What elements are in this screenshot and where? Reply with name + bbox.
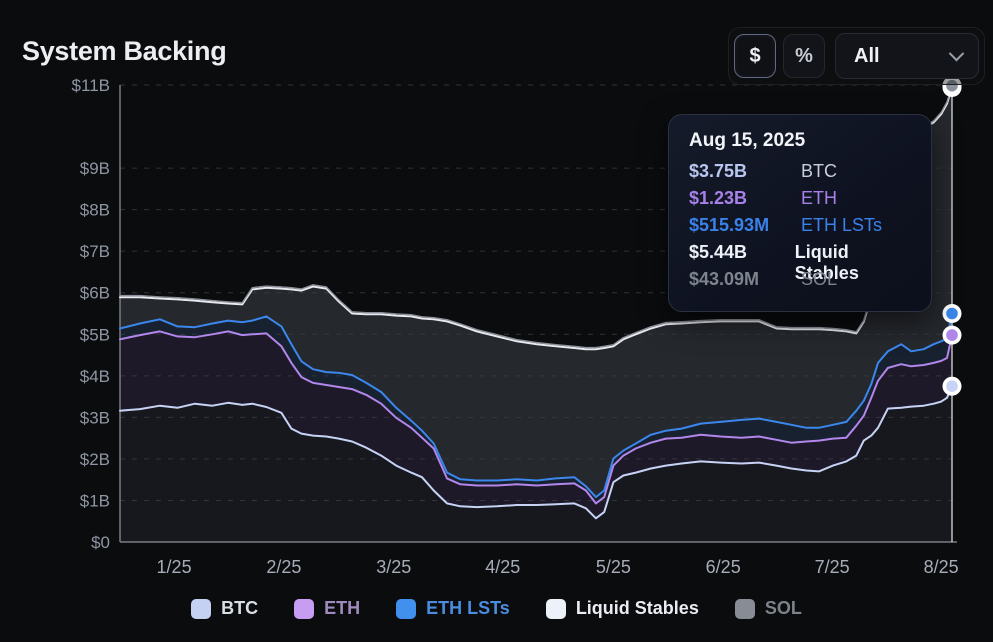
svg-text:$8B: $8B xyxy=(80,201,110,220)
svg-text:$11B: $11B xyxy=(72,76,110,95)
svg-text:$5B: $5B xyxy=(80,325,110,344)
legend-label: SOL xyxy=(764,598,802,618)
range-dropdown[interactable]: All xyxy=(835,33,979,79)
legend-swatch xyxy=(396,598,417,619)
legend-item-liquid-stables[interactable]: Liquid Stables xyxy=(545,598,699,619)
legend-label: Liquid Stables xyxy=(575,598,699,618)
chart-controls: $ % All xyxy=(728,27,985,85)
svg-text:1/25: 1/25 xyxy=(157,557,192,577)
tooltip-row-eth-lsts: $515.93M ETH LSTs xyxy=(689,215,911,242)
svg-text:4/25: 4/25 xyxy=(485,557,520,577)
tooltip-row-sol: $43.09M SOL xyxy=(689,269,911,296)
tooltip-value: $5.44B xyxy=(689,242,748,262)
legend: BTC ETH ETH LSTs Liquid Stables SOL xyxy=(0,598,993,619)
unit-percent-button[interactable]: % xyxy=(783,34,825,78)
svg-text:$4B: $4B xyxy=(80,367,110,386)
legend-item-eth[interactable]: ETH xyxy=(294,598,360,619)
svg-text:$2B: $2B xyxy=(80,450,110,469)
page-title: System Backing xyxy=(22,36,227,66)
svg-text:7/25: 7/25 xyxy=(815,557,850,577)
legend-label: ETH xyxy=(324,598,361,618)
svg-text:$1B: $1B xyxy=(80,491,110,510)
svg-text:$7B: $7B xyxy=(80,242,110,261)
tooltip-label: BTC xyxy=(801,161,837,181)
tooltip-value: $1.23B xyxy=(689,188,748,208)
chart-tooltip: Aug 15, 2025 $3.75B BTC $1.23B ETH $515.… xyxy=(668,114,932,312)
tooltip-date: Aug 15, 2025 xyxy=(689,130,806,151)
svg-text:$0: $0 xyxy=(91,533,110,552)
svg-text:8/25: 8/25 xyxy=(924,557,959,577)
legend-swatch xyxy=(734,598,755,619)
legend-swatch xyxy=(191,598,212,619)
tooltip-value: $3.75B xyxy=(689,161,748,181)
legend-item-eth-lsts[interactable]: ETH LSTs xyxy=(396,598,510,619)
tooltip-label: ETH LSTs xyxy=(801,215,883,235)
unit-dollar-button[interactable]: $ xyxy=(734,34,776,78)
legend-swatch xyxy=(294,598,315,619)
tooltip-value: $43.09M xyxy=(689,269,760,289)
svg-text:2/25: 2/25 xyxy=(266,557,301,577)
tooltip-row-eth: $1.23B ETH xyxy=(689,188,911,215)
svg-text:3/25: 3/25 xyxy=(376,557,411,577)
legend-label: BTC xyxy=(221,598,259,618)
tooltip-value: $515.93M xyxy=(689,215,770,235)
legend-item-sol[interactable]: SOL xyxy=(734,598,802,619)
svg-text:5/25: 5/25 xyxy=(596,557,631,577)
tooltip-label: Liquid Stables xyxy=(794,242,859,283)
legend-label: ETH LSTs xyxy=(426,598,510,618)
legend-swatch xyxy=(545,598,566,619)
tooltip-label: ETH xyxy=(801,188,837,208)
chevron-down-icon xyxy=(948,45,965,61)
svg-text:$6B: $6B xyxy=(80,284,110,303)
svg-text:6/25: 6/25 xyxy=(706,557,741,577)
controls-group: $ % All xyxy=(728,27,985,85)
range-value: All xyxy=(854,44,880,67)
tooltip-label: SOL xyxy=(801,269,838,289)
svg-text:$3B: $3B xyxy=(80,408,110,427)
tooltip-row-btc: $3.75B BTC xyxy=(689,161,911,188)
svg-text:$9B: $9B xyxy=(80,159,110,178)
tooltip-row-liquid-stables: $5.44B Liquid Stables xyxy=(689,242,911,283)
legend-item-btc[interactable]: BTC xyxy=(191,598,258,619)
